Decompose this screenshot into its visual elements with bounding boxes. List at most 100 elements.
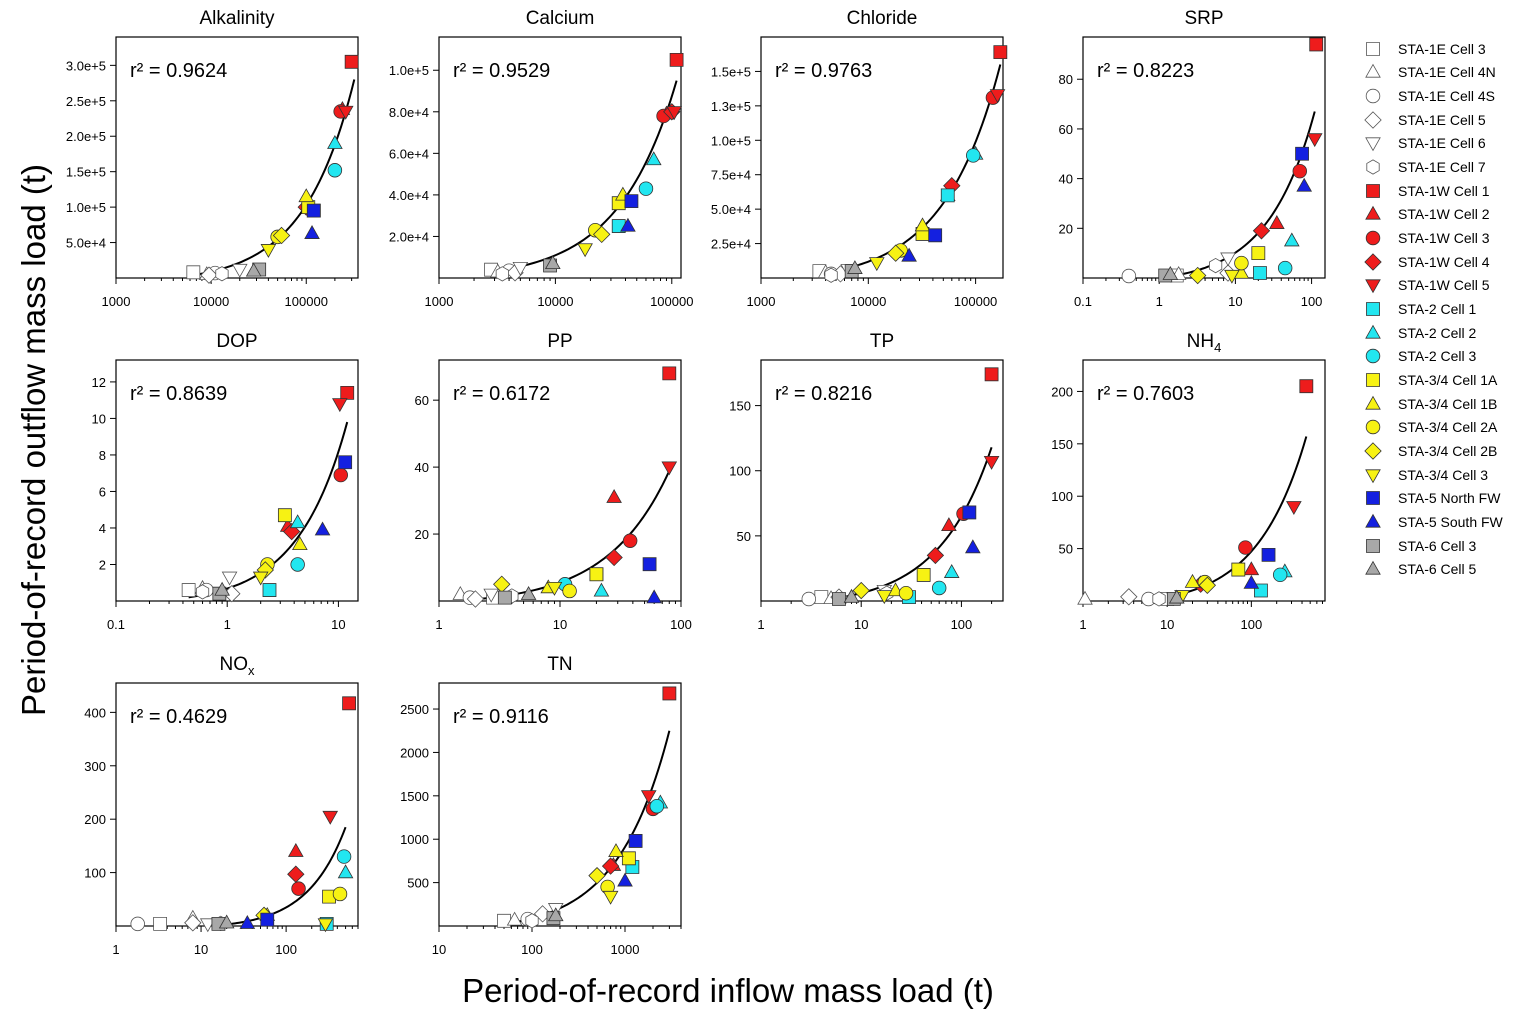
legend-item: STA-1E Cell 3 [1358, 37, 1518, 61]
legend-label: STA-1E Cell 5 [1398, 111, 1486, 128]
legend-marker [1366, 41, 1380, 56]
plot-frame [115, 36, 359, 279]
legend-symbol [1364, 111, 1382, 129]
x-tick-label: 10000 [850, 294, 886, 309]
panel-1: Alkalinity r² = 0.9624 1000 10000 100000 5.0e… [66, 8, 359, 309]
data-point [245, 262, 262, 277]
x-tick-label: 100 [1240, 617, 1262, 632]
legend-item: STA-1W Cell 5 [1358, 274, 1518, 298]
y-tick-label: 60 [1059, 122, 1073, 137]
legend-label: STA-3/4 Cell 1A [1398, 372, 1498, 389]
data-point [606, 488, 622, 503]
data-point [200, 266, 218, 284]
data-point [1272, 567, 1288, 583]
data-point [608, 843, 624, 857]
data-point [337, 105, 354, 120]
y-tick-label: 8.0e+4 [389, 105, 429, 120]
data-point [306, 203, 321, 218]
data-point [1269, 215, 1285, 229]
r-squared-label: r² = 0.9763 [775, 60, 872, 82]
data-point [928, 228, 943, 243]
data-point [260, 912, 275, 927]
y-tick-label: 1500 [400, 789, 429, 804]
y-tick-label: 150 [729, 399, 751, 414]
legend-marker [1365, 64, 1381, 79]
x-tick-label: 10 [1228, 294, 1242, 309]
data-point [466, 590, 485, 608]
data-point [495, 266, 509, 282]
panel-4: SRP r² = 0.8223 0.1 1 10 100 20 40 60 80 [1059, 8, 1326, 309]
data-point [1231, 562, 1246, 577]
panel-title: PP [547, 331, 572, 352]
legend-marker [1365, 560, 1381, 575]
x-tick-label: 1 [224, 617, 231, 632]
data-point [292, 536, 308, 551]
y-tick-label: 50 [737, 529, 751, 544]
y-tick-label: 150 [1051, 437, 1073, 452]
legend-item: STA-1E Cell 5 [1358, 108, 1518, 132]
data-point [304, 225, 320, 239]
panel-2: Calcium r² = 0.9529 1000 10000 100000 2.0e+4 4… [389, 8, 694, 309]
legend-label: STA-1E Cell 7 [1398, 159, 1486, 176]
y-tick-label: 1.3e+5 [711, 99, 751, 114]
legend: STA-1E Cell 3 STA-1E Cell 4N STA-1E Cell 4… [1358, 37, 1518, 581]
data-points [181, 385, 355, 603]
data-point [593, 582, 610, 597]
data-point [964, 539, 981, 554]
legend-item: STA-3/4 Cell 2B [1358, 439, 1518, 463]
legend-label: STA-1W Cell 2 [1398, 206, 1490, 223]
data-point [1251, 246, 1266, 261]
data-point [1295, 146, 1309, 161]
legend-marker [1365, 324, 1381, 339]
data-point [287, 842, 304, 857]
y-tick-label: 10 [92, 411, 106, 426]
panel-3: Chloride r² = 0.9763 1000 10000 100000 2.5e+4… [711, 8, 1008, 309]
legend-label: STA-6 Cell 5 [1398, 561, 1477, 578]
y-tick-label: 400 [84, 705, 106, 720]
data-point [824, 267, 838, 283]
legend-item: STA-6 Cell 3 [1358, 534, 1518, 558]
legend-label: STA-5 North FW [1398, 490, 1501, 507]
x-tick-label: 10 [194, 942, 208, 957]
legend-label: STA-3/4 Cell 2B [1398, 442, 1498, 459]
y-tick-label: 3.0e+5 [66, 58, 106, 73]
data-points [484, 52, 684, 282]
plot-frame [760, 359, 1004, 602]
panel-8: NH4 r² = 0.7603 1 10 100 50 100 150 200 [1051, 331, 1326, 632]
plot-frame [760, 36, 1004, 279]
fit-curve [821, 446, 993, 602]
data-point [239, 915, 256, 929]
data-point [577, 243, 593, 258]
panel-10: TN r² = 0.9116 10 100 1000 500 1000 1500 2000 250… [400, 654, 682, 957]
data-point [506, 911, 523, 926]
y-tick-label: 2.0e+4 [389, 229, 429, 244]
legend-marker [1365, 230, 1381, 246]
legend-label: STA-1W Cell 4 [1398, 253, 1490, 270]
x-tick-label: 0.1 [1074, 294, 1092, 309]
legend-item: STA-5 North FW [1358, 486, 1518, 510]
legend-symbol [1366, 302, 1380, 316]
legend-marker [1365, 349, 1381, 364]
legend-symbol [1365, 560, 1381, 575]
data-point [262, 583, 277, 597]
legend-symbol [1366, 159, 1380, 175]
y-tick-label: 500 [407, 876, 429, 891]
data-point [1238, 540, 1253, 555]
legend-label: STA-1W Cell 3 [1398, 230, 1490, 247]
data-point [1277, 260, 1293, 276]
data-points [1077, 379, 1314, 607]
y-tick-label: 1.0e+5 [711, 133, 751, 148]
x-tick-label: 100 [670, 617, 692, 632]
legend-symbol [1365, 206, 1381, 221]
legend-marker [1364, 442, 1382, 460]
y-tick-label: 200 [1051, 384, 1073, 399]
data-point [666, 106, 683, 121]
x-tick-label: 10000 [537, 294, 573, 309]
x-tick-label: 10 [854, 617, 868, 632]
y-tick-label: 2.0e+5 [66, 129, 106, 144]
data-point [1243, 574, 1260, 589]
panel-7: TP r² = 0.8216 1 10 100 50 100 150 [729, 331, 1004, 632]
y-tick-label: 5.0e+4 [711, 202, 751, 217]
legend-marker [1365, 513, 1381, 528]
y-tick-label: 1.0e+5 [389, 63, 429, 78]
